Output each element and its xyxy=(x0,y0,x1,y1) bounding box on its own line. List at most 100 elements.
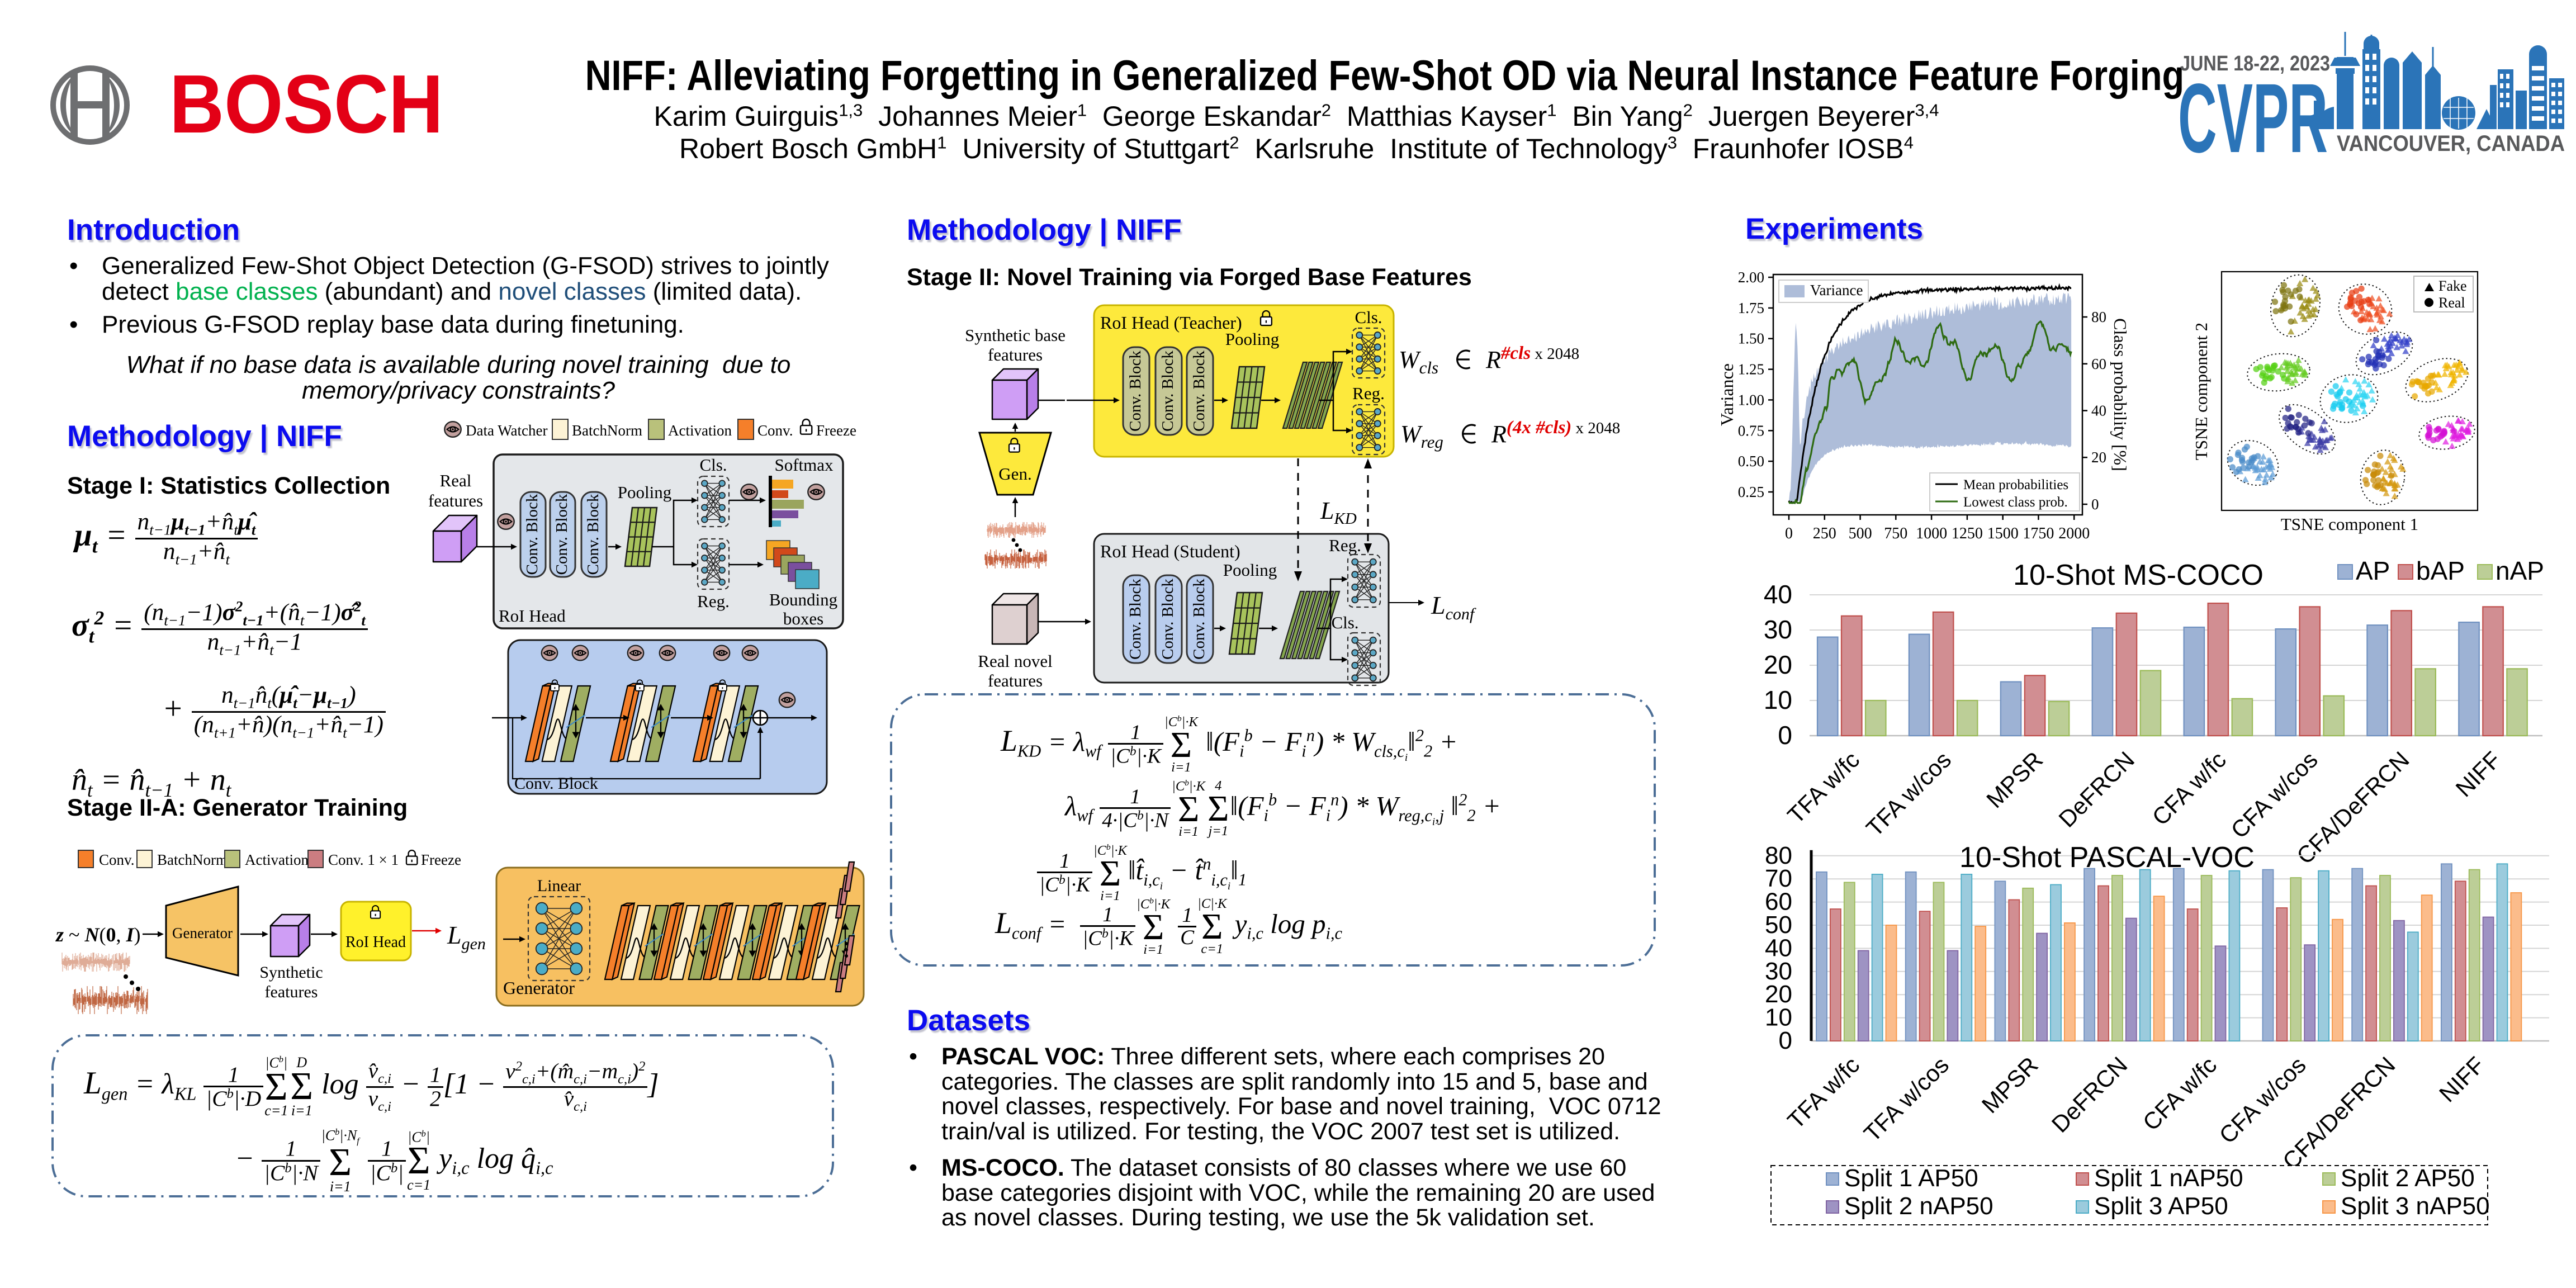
svg-text:Conv. Block: Conv. Block xyxy=(1126,351,1144,432)
svg-text:Bounding: Bounding xyxy=(769,590,837,609)
svg-text:Conv. Block: Conv. Block xyxy=(553,494,571,575)
svg-text:DeFRCN: DeFRCN xyxy=(2047,1052,2133,1138)
svg-text:CFA w/fc: CFA w/fc xyxy=(2138,1052,2222,1135)
svg-text:750: 750 xyxy=(1884,525,1907,542)
svg-text:Activation: Activation xyxy=(668,422,732,439)
svg-text:features: features xyxy=(428,491,483,510)
svg-text:Conv.: Conv. xyxy=(99,851,135,868)
svg-text:CFA w/cos: CFA w/cos xyxy=(2225,746,2323,844)
svg-text:RoI Head (Teacher): RoI Head (Teacher) xyxy=(1100,312,1242,333)
svg-text:bAP: bAP xyxy=(2416,556,2465,585)
svg-text:10-Shot MS-COCO: 10-Shot MS-COCO xyxy=(2013,559,2264,591)
svg-text:nAP: nAP xyxy=(2496,556,2544,585)
svg-text:0.75: 0.75 xyxy=(1738,422,1764,439)
svg-text:RoI Head: RoI Head xyxy=(499,606,566,626)
svg-text:BatchNorm: BatchNorm xyxy=(572,422,642,439)
svg-text:250: 250 xyxy=(1813,525,1836,542)
svg-text:0.50: 0.50 xyxy=(1738,453,1764,470)
svg-text:z ~ N(0, I): z ~ N(0, I) xyxy=(55,924,141,946)
svg-text:1.25: 1.25 xyxy=(1738,361,1764,378)
svg-text:Conv. Block: Conv. Block xyxy=(1190,579,1208,660)
svg-text:NIFF: NIFF xyxy=(2450,746,2506,802)
svg-text:Reg.: Reg. xyxy=(1352,383,1385,403)
svg-text:Freeze: Freeze xyxy=(816,422,856,439)
svg-text:30: 30 xyxy=(1765,958,1792,985)
svg-text:TFA w/cos: TFA w/cos xyxy=(1861,746,1956,841)
svg-text:Freeze: Freeze xyxy=(421,851,461,868)
svg-text:20: 20 xyxy=(2091,449,2106,466)
svg-text:boxes: boxes xyxy=(783,609,823,628)
svg-text:Split 1 nAP50: Split 1 nAP50 xyxy=(2094,1164,2243,1192)
svg-text:Lgen: Lgen xyxy=(447,921,486,953)
svg-text:Real novel: Real novel xyxy=(978,651,1052,671)
svg-text:Lconf: Lconf xyxy=(1431,591,1476,623)
svg-text:Synthetic base: Synthetic base xyxy=(965,325,1066,345)
svg-text:Reg.: Reg. xyxy=(697,591,730,611)
svg-text:30: 30 xyxy=(1764,615,1792,644)
svg-text:20: 20 xyxy=(1764,650,1792,679)
svg-text:2000: 2000 xyxy=(2058,525,2090,542)
svg-text:1.75: 1.75 xyxy=(1738,300,1764,316)
svg-text:40: 40 xyxy=(1764,580,1792,609)
svg-text:Synthetic: Synthetic xyxy=(259,963,323,982)
svg-text:1250: 1250 xyxy=(1952,525,1983,542)
svg-text:Split 3 AP50: Split 3 AP50 xyxy=(2094,1192,2228,1220)
svg-text:10: 10 xyxy=(1765,1004,1792,1031)
svg-text:NIFF: NIFF xyxy=(2434,1052,2489,1107)
svg-text:Pooling: Pooling xyxy=(1225,329,1279,349)
svg-text:Activation: Activation xyxy=(245,851,309,868)
svg-text:Split 2 nAP50: Split 2 nAP50 xyxy=(1844,1192,1993,1220)
svg-text:Lowest class prob.: Lowest class prob. xyxy=(1963,495,2068,510)
svg-text:TFA w/cos: TFA w/cos xyxy=(1859,1052,1954,1147)
svg-text:Conv. Block: Conv. Block xyxy=(584,494,602,575)
svg-text:70: 70 xyxy=(1765,865,1792,892)
svg-text:Split 1 AP50: Split 1 AP50 xyxy=(1844,1164,1978,1192)
svg-text:Variance: Variance xyxy=(1717,363,1737,426)
svg-text:Conv. 1 × 1: Conv. 1 × 1 xyxy=(328,851,399,868)
svg-text:Cls.: Cls. xyxy=(1355,307,1382,327)
svg-text:Generator: Generator xyxy=(172,925,233,941)
svg-text:60: 60 xyxy=(2091,356,2106,372)
svg-text:Conv. Block: Conv. Block xyxy=(514,774,598,793)
svg-text:40: 40 xyxy=(1765,934,1792,962)
svg-text:Linear: Linear xyxy=(537,877,581,895)
svg-text:BatchNorm: BatchNorm xyxy=(157,851,228,868)
svg-text:TSNE component 1: TSNE component 1 xyxy=(2281,514,2418,534)
svg-text:RoI Head: RoI Head xyxy=(345,934,406,951)
svg-text:TFA w/fc: TFA w/fc xyxy=(1782,746,1864,828)
svg-text:BOSCH: BOSCH xyxy=(169,58,443,150)
svg-text:JUNE 18-22, 2023: JUNE 18-22, 2023 xyxy=(2180,52,2330,75)
svg-text:CVPR: CVPR xyxy=(2178,64,2328,173)
svg-text:Softmax: Softmax xyxy=(774,455,834,475)
svg-text:10: 10 xyxy=(1764,685,1792,714)
svg-text:Conv. Block: Conv. Block xyxy=(523,494,541,575)
svg-text:20: 20 xyxy=(1765,981,1792,1008)
svg-text:1.00: 1.00 xyxy=(1738,391,1764,408)
svg-text:Variance: Variance xyxy=(1810,282,1863,299)
svg-text:80: 80 xyxy=(2091,309,2106,325)
svg-text:0: 0 xyxy=(1778,721,1792,750)
svg-text:2.00: 2.00 xyxy=(1738,269,1764,286)
svg-text:0.25: 0.25 xyxy=(1738,484,1764,500)
svg-text:features: features xyxy=(265,983,318,1001)
svg-text:Generator: Generator xyxy=(503,978,575,998)
svg-text:1750: 1750 xyxy=(2023,525,2054,542)
svg-text:Fake: Fake xyxy=(2438,278,2467,294)
svg-text:Conv. Block: Conv. Block xyxy=(1190,351,1208,432)
svg-text:Conv. Block: Conv. Block xyxy=(1126,579,1144,660)
svg-text:Real: Real xyxy=(440,471,472,490)
svg-text:Data Watcher: Data Watcher xyxy=(466,422,548,439)
svg-text:0: 0 xyxy=(1785,525,1793,542)
svg-text:1.50: 1.50 xyxy=(1738,330,1764,347)
svg-text:Conv. Block: Conv. Block xyxy=(1159,579,1177,660)
svg-text:LKD: LKD xyxy=(1320,497,1357,528)
svg-text:80: 80 xyxy=(1765,842,1792,869)
svg-text:Conv. Block: Conv. Block xyxy=(1159,351,1177,432)
svg-text:VANCOUVER, CANADA: VANCOUVER, CANADA xyxy=(2337,131,2565,156)
svg-text:TFA w/fc: TFA w/fc xyxy=(1782,1052,1864,1134)
svg-text:500: 500 xyxy=(1849,525,1872,542)
svg-text:Mean probabilities: Mean probabilities xyxy=(1963,477,2068,493)
svg-text:AP: AP xyxy=(2356,556,2390,585)
svg-text:10-Shot PASCAL-VOC: 10-Shot PASCAL-VOC xyxy=(1959,841,2255,874)
svg-text:1500: 1500 xyxy=(1987,525,2019,542)
